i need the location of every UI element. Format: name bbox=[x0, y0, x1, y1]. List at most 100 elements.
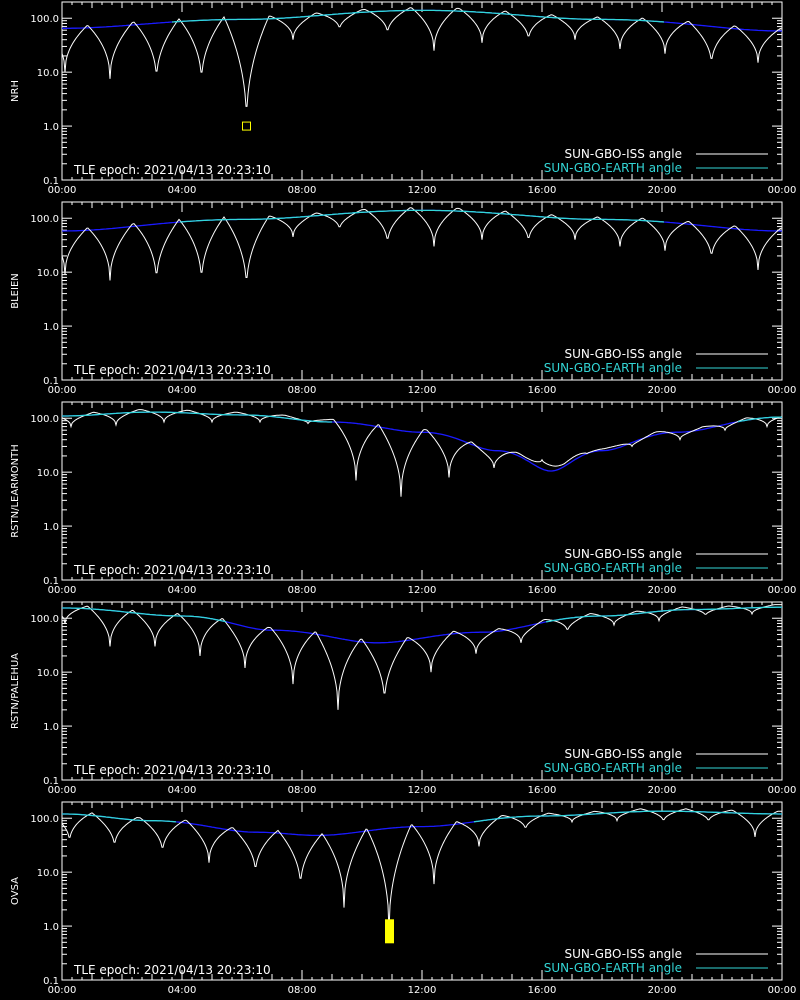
x-tick-label: 12:00 bbox=[408, 585, 437, 596]
y-tick-label: 1.0 bbox=[43, 322, 59, 333]
x-tick-label: 00:00 bbox=[48, 385, 77, 396]
x-tick-label: 16:00 bbox=[528, 785, 557, 796]
y-tick-label: 100.0 bbox=[30, 414, 59, 425]
tle-epoch-label: TLE epoch: 2021/04/13 20:23:10 bbox=[73, 163, 271, 177]
iss-angle-line bbox=[61, 808, 782, 932]
legend-earth-label: SUN-GBO-EARTH angle bbox=[544, 161, 682, 175]
x-tick-label: 16:00 bbox=[528, 585, 557, 596]
legend-iss-label: SUN-GBO-ISS angle bbox=[565, 947, 682, 961]
station-label: RSTN/PALEHUA bbox=[10, 653, 21, 729]
station-label: OVSA bbox=[10, 877, 21, 905]
earth-angle-line-highlight bbox=[62, 813, 177, 823]
earth-angle-line-highlight bbox=[545, 606, 782, 623]
x-tick-label: 08:00 bbox=[288, 585, 317, 596]
event-marker bbox=[385, 919, 394, 944]
legend-earth-label: SUN-GBO-EARTH angle bbox=[544, 761, 682, 775]
earth-angle-line-highlight bbox=[179, 209, 665, 223]
legend-earth-label: SUN-GBO-EARTH angle bbox=[544, 361, 682, 375]
x-tick-label: 00:00 bbox=[768, 185, 797, 196]
earth-angle-line bbox=[62, 9, 782, 32]
x-tick-label: 00:00 bbox=[768, 985, 797, 996]
panel-bleien: 0.1 1.0 10.0 100.0 00:00 04:00 08:00 12:00 16:00… bbox=[10, 201, 797, 396]
y-tick-label: 0.1 bbox=[43, 376, 59, 387]
x-tick-label: 12:00 bbox=[408, 985, 437, 996]
legend-iss-label: SUN-GBO-ISS angle bbox=[565, 547, 682, 561]
x-tick-label: 00:00 bbox=[768, 385, 797, 396]
legend-iss-label: SUN-GBO-ISS angle bbox=[565, 147, 682, 161]
y-tick-label: 1.0 bbox=[43, 522, 59, 533]
y-tick-label: 100.0 bbox=[30, 814, 59, 825]
earth-angle-line-highlight bbox=[171, 9, 665, 23]
tle-epoch-label: TLE epoch: 2021/04/13 20:23:10 bbox=[73, 563, 271, 577]
tle-epoch-label: TLE epoch: 2021/04/13 20:23:10 bbox=[73, 363, 271, 377]
y-tick-label: 1.0 bbox=[43, 922, 59, 933]
x-tick-label: 04:00 bbox=[168, 985, 197, 996]
x-tick-label: 16:00 bbox=[528, 185, 557, 196]
x-tick-label: 00:00 bbox=[768, 785, 797, 796]
panel-rstn-palehua: 0.1 1.0 10.0 100.0 00:00 04:00 08:00 12:00 16:00… bbox=[10, 601, 797, 796]
x-tick-label: 20:00 bbox=[648, 385, 677, 396]
y-tick-label: 10.0 bbox=[37, 868, 59, 879]
iss-angle-line bbox=[61, 409, 783, 497]
x-tick-label: 00:00 bbox=[48, 785, 77, 796]
station-label: BLEIEN bbox=[10, 273, 21, 309]
x-tick-label: 00:00 bbox=[48, 185, 77, 196]
y-tick-label: 100.0 bbox=[30, 14, 59, 25]
legend-iss-label: SUN-GBO-ISS angle bbox=[565, 747, 682, 761]
earth-angle-line-highlight bbox=[62, 411, 332, 423]
x-tick-label: 20:00 bbox=[648, 785, 677, 796]
station-label: NRH bbox=[10, 80, 21, 102]
earth-angle-line-highlight bbox=[737, 416, 782, 423]
tle-epoch-label: TLE epoch: 2021/04/13 20:23:10 bbox=[73, 963, 271, 977]
panel-rstn-learmonth: 0.1 1.0 10.0 100.0 00:00 04:00 08:00 12:00 16:00… bbox=[10, 401, 797, 596]
earth-angle-line bbox=[62, 606, 782, 644]
station-label: RSTN/LEARMONTH bbox=[10, 444, 21, 538]
legend-earth-label: SUN-GBO-EARTH angle bbox=[544, 561, 682, 575]
legend-earth-label: SUN-GBO-EARTH angle bbox=[544, 961, 682, 975]
y-tick-label: 10.0 bbox=[37, 468, 59, 479]
x-tick-label: 20:00 bbox=[648, 185, 677, 196]
y-tick-label: 1.0 bbox=[43, 722, 59, 733]
panel-nrh: 0.1 1.0 10.0 100.0 00:00 04:00 08:00 12:00 16:00… bbox=[10, 1, 797, 196]
earth-angle-line bbox=[62, 411, 782, 472]
x-tick-label: 04:00 bbox=[168, 185, 197, 196]
iss-angle-line bbox=[61, 7, 782, 107]
x-tick-label: 04:00 bbox=[168, 585, 197, 596]
y-tick-label: 1.0 bbox=[43, 122, 59, 133]
iss-angle-line bbox=[61, 207, 782, 281]
x-tick-label: 20:00 bbox=[648, 585, 677, 596]
x-tick-label: 00:00 bbox=[48, 985, 77, 996]
x-tick-label: 08:00 bbox=[288, 185, 317, 196]
x-tick-label: 00:00 bbox=[48, 585, 77, 596]
y-tick-label: 10.0 bbox=[37, 668, 59, 679]
earth-angle-line-highlight bbox=[473, 810, 782, 823]
event-marker bbox=[242, 121, 251, 131]
y-tick-label: 0.1 bbox=[43, 776, 59, 787]
x-tick-label: 16:00 bbox=[528, 385, 557, 396]
earth-angle-line bbox=[62, 209, 782, 232]
x-tick-label: 20:00 bbox=[648, 985, 677, 996]
x-tick-label: 12:00 bbox=[408, 785, 437, 796]
legend-iss-label: SUN-GBO-ISS angle bbox=[565, 347, 682, 361]
x-tick-label: 08:00 bbox=[288, 985, 317, 996]
y-tick-label: 0.1 bbox=[43, 176, 59, 187]
y-tick-label: 100.0 bbox=[30, 214, 59, 225]
x-tick-label: 12:00 bbox=[408, 185, 437, 196]
y-tick-label: 10.0 bbox=[37, 268, 59, 279]
earth-angle-line-highlight bbox=[62, 607, 227, 623]
x-tick-label: 08:00 bbox=[288, 385, 317, 396]
tle-epoch-label: TLE epoch: 2021/04/13 20:23:10 bbox=[73, 763, 271, 777]
x-tick-label: 08:00 bbox=[288, 785, 317, 796]
x-tick-label: 12:00 bbox=[408, 385, 437, 396]
panel-ovsa: 0.1 1.0 10.0 100.0 00:00 04:00 08:00 12:00 16:00… bbox=[10, 801, 797, 996]
x-tick-label: 04:00 bbox=[168, 385, 197, 396]
y-tick-label: 10.0 bbox=[37, 68, 59, 79]
x-tick-label: 00:00 bbox=[768, 585, 797, 596]
y-tick-label: 0.1 bbox=[43, 576, 59, 587]
x-tick-label: 04:00 bbox=[168, 785, 197, 796]
y-tick-label: 0.1 bbox=[43, 976, 59, 987]
y-tick-label: 100.0 bbox=[30, 614, 59, 625]
iss-angle-line bbox=[61, 604, 782, 710]
x-tick-label: 16:00 bbox=[528, 985, 557, 996]
